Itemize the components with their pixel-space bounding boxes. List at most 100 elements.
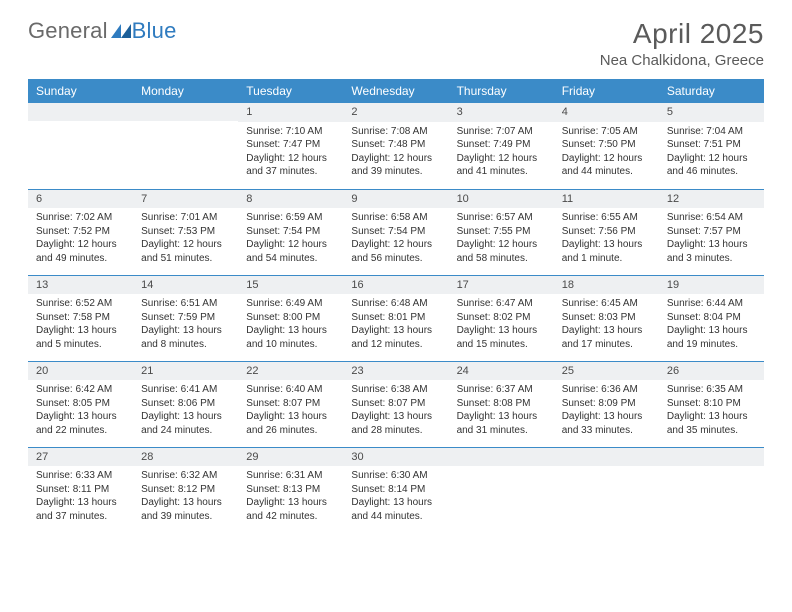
calendar-day-cell: [449, 447, 554, 533]
weekday-header-row: Sunday Monday Tuesday Wednesday Thursday…: [28, 79, 764, 103]
calendar-day-cell: 26Sunrise: 6:35 AMSunset: 8:10 PMDayligh…: [659, 361, 764, 447]
weekday-header: Thursday: [449, 79, 554, 103]
day-number: 8: [238, 190, 343, 209]
calendar-day-cell: 24Sunrise: 6:37 AMSunset: 8:08 PMDayligh…: [449, 361, 554, 447]
calendar-page: GeneralBlue April 2025 Nea Chalkidona, G…: [0, 0, 792, 551]
sunrise-line: Sunrise: 6:49 AM: [246, 297, 335, 311]
weekday-header: Sunday: [28, 79, 133, 103]
day-details: Sunrise: 6:36 AMSunset: 8:09 PMDaylight:…: [554, 380, 659, 441]
day-number: 24: [449, 362, 554, 381]
daylight-line: Daylight: 12 hours and 46 minutes.: [667, 152, 756, 179]
sunrise-line: Sunrise: 6:41 AM: [141, 383, 230, 397]
sunrise-line: Sunrise: 6:51 AM: [141, 297, 230, 311]
sunrise-line: Sunrise: 6:42 AM: [36, 383, 125, 397]
daylight-line: Daylight: 13 hours and 26 minutes.: [246, 410, 335, 437]
daylight-line: Daylight: 13 hours and 24 minutes.: [141, 410, 230, 437]
day-number: 9: [343, 190, 448, 209]
calendar-day-cell: 14Sunrise: 6:51 AMSunset: 7:59 PMDayligh…: [133, 275, 238, 361]
day-number: 16: [343, 276, 448, 295]
sunrise-line: Sunrise: 7:01 AM: [141, 211, 230, 225]
daylight-line: Daylight: 12 hours and 39 minutes.: [351, 152, 440, 179]
calendar-day-cell: 10Sunrise: 6:57 AMSunset: 7:55 PMDayligh…: [449, 189, 554, 275]
calendar-day-cell: 4Sunrise: 7:05 AMSunset: 7:50 PMDaylight…: [554, 103, 659, 189]
day-number: 1: [238, 103, 343, 122]
sunset-line: Sunset: 7:48 PM: [351, 138, 440, 152]
sunset-line: Sunset: 8:04 PM: [667, 311, 756, 325]
day-details: Sunrise: 6:58 AMSunset: 7:54 PMDaylight:…: [343, 208, 448, 269]
day-number: 4: [554, 103, 659, 122]
calendar-day-cell: 7Sunrise: 7:01 AMSunset: 7:53 PMDaylight…: [133, 189, 238, 275]
sunset-line: Sunset: 8:10 PM: [667, 397, 756, 411]
calendar-day-cell: 13Sunrise: 6:52 AMSunset: 7:58 PMDayligh…: [28, 275, 133, 361]
sunset-line: Sunset: 7:50 PM: [562, 138, 651, 152]
sunset-line: Sunset: 7:55 PM: [457, 225, 546, 239]
daylight-line: Daylight: 13 hours and 35 minutes.: [667, 410, 756, 437]
calendar-day-cell: 17Sunrise: 6:47 AMSunset: 8:02 PMDayligh…: [449, 275, 554, 361]
brand-part1: General: [28, 18, 108, 44]
sunrise-line: Sunrise: 6:30 AM: [351, 469, 440, 483]
day-number: 27: [28, 448, 133, 467]
day-details: Sunrise: 6:52 AMSunset: 7:58 PMDaylight:…: [28, 294, 133, 355]
day-number: 23: [343, 362, 448, 381]
calendar-day-cell: 1 Sunrise: 7:10 AMSunset: 7:47 PMDaylight…: [238, 103, 343, 189]
calendar-day-cell: 11Sunrise: 6:55 AMSunset: 7:56 PMDayligh…: [554, 189, 659, 275]
sunrise-line: Sunrise: 6:37 AM: [457, 383, 546, 397]
sunset-line: Sunset: 8:03 PM: [562, 311, 651, 325]
calendar-week-row: 27Sunrise: 6:33 AMSunset: 8:11 PMDayligh…: [28, 447, 764, 533]
daylight-line: Daylight: 12 hours and 37 minutes.: [246, 152, 335, 179]
day-details: Sunrise: 6:37 AMSunset: 8:08 PMDaylight:…: [449, 380, 554, 441]
day-details: Sunrise: 6:49 AMSunset: 8:00 PMDaylight:…: [238, 294, 343, 355]
sunrise-line: Sunrise: 7:07 AM: [457, 125, 546, 139]
day-number: 29: [238, 448, 343, 467]
calendar-day-cell: 16Sunrise: 6:48 AMSunset: 8:01 PMDayligh…: [343, 275, 448, 361]
calendar-day-cell: 28Sunrise: 6:32 AMSunset: 8:12 PMDayligh…: [133, 447, 238, 533]
daylight-line: Daylight: 13 hours and 12 minutes.: [351, 324, 440, 351]
calendar-day-cell: 18Sunrise: 6:45 AMSunset: 8:03 PMDayligh…: [554, 275, 659, 361]
daylight-line: Daylight: 12 hours and 49 minutes.: [36, 238, 125, 265]
sunrise-line: Sunrise: 6:59 AM: [246, 211, 335, 225]
day-details: Sunrise: 6:33 AMSunset: 8:11 PMDaylight:…: [28, 466, 133, 527]
sunset-line: Sunset: 7:59 PM: [141, 311, 230, 325]
calendar-day-cell: 15Sunrise: 6:49 AMSunset: 8:00 PMDayligh…: [238, 275, 343, 361]
calendar-day-cell: 22Sunrise: 6:40 AMSunset: 8:07 PMDayligh…: [238, 361, 343, 447]
day-number: 30: [343, 448, 448, 467]
day-details: Sunrise: 6:44 AMSunset: 8:04 PMDaylight:…: [659, 294, 764, 355]
daylight-line: Daylight: 12 hours and 58 minutes.: [457, 238, 546, 265]
sunset-line: Sunset: 7:47 PM: [246, 138, 335, 152]
day-number: 11: [554, 190, 659, 209]
daylight-line: Daylight: 13 hours and 33 minutes.: [562, 410, 651, 437]
calendar-day-cell: 12Sunrise: 6:54 AMSunset: 7:57 PMDayligh…: [659, 189, 764, 275]
day-details: Sunrise: 6:45 AMSunset: 8:03 PMDaylight:…: [554, 294, 659, 355]
weekday-header: Wednesday: [343, 79, 448, 103]
sunset-line: Sunset: 7:54 PM: [351, 225, 440, 239]
daylight-line: Daylight: 13 hours and 15 minutes.: [457, 324, 546, 351]
day-number: 17: [449, 276, 554, 295]
weekday-header: Saturday: [659, 79, 764, 103]
sunrise-line: Sunrise: 6:36 AM: [562, 383, 651, 397]
daylight-line: Daylight: 12 hours and 51 minutes.: [141, 238, 230, 265]
calendar-day-cell: 9Sunrise: 6:58 AMSunset: 7:54 PMDaylight…: [343, 189, 448, 275]
calendar-day-cell: 20Sunrise: 6:42 AMSunset: 8:05 PMDayligh…: [28, 361, 133, 447]
day-details: Sunrise: 7:04 AMSunset: 7:51 PMDaylight:…: [659, 122, 764, 183]
daylight-line: Daylight: 12 hours and 56 minutes.: [351, 238, 440, 265]
sunset-line: Sunset: 7:58 PM: [36, 311, 125, 325]
day-details: Sunrise: 6:59 AMSunset: 7:54 PMDaylight:…: [238, 208, 343, 269]
calendar-day-cell: 21Sunrise: 6:41 AMSunset: 8:06 PMDayligh…: [133, 361, 238, 447]
sunrise-line: Sunrise: 6:38 AM: [351, 383, 440, 397]
sunset-line: Sunset: 8:06 PM: [141, 397, 230, 411]
day-number-empty: [449, 448, 554, 466]
day-number: 7: [133, 190, 238, 209]
day-number: 14: [133, 276, 238, 295]
daylight-line: Daylight: 13 hours and 3 minutes.: [667, 238, 756, 265]
sunset-line: Sunset: 8:00 PM: [246, 311, 335, 325]
day-number-empty: [554, 448, 659, 466]
sunrise-line: Sunrise: 7:10 AM: [246, 125, 335, 139]
day-details: Sunrise: 7:01 AMSunset: 7:53 PMDaylight:…: [133, 208, 238, 269]
sunset-line: Sunset: 7:56 PM: [562, 225, 651, 239]
calendar-day-cell: 5Sunrise: 7:04 AMSunset: 7:51 PMDaylight…: [659, 103, 764, 189]
month-title: April 2025: [600, 18, 764, 50]
day-number: 13: [28, 276, 133, 295]
day-number: 5: [659, 103, 764, 122]
calendar-day-cell: [554, 447, 659, 533]
day-number-empty: [28, 103, 133, 121]
